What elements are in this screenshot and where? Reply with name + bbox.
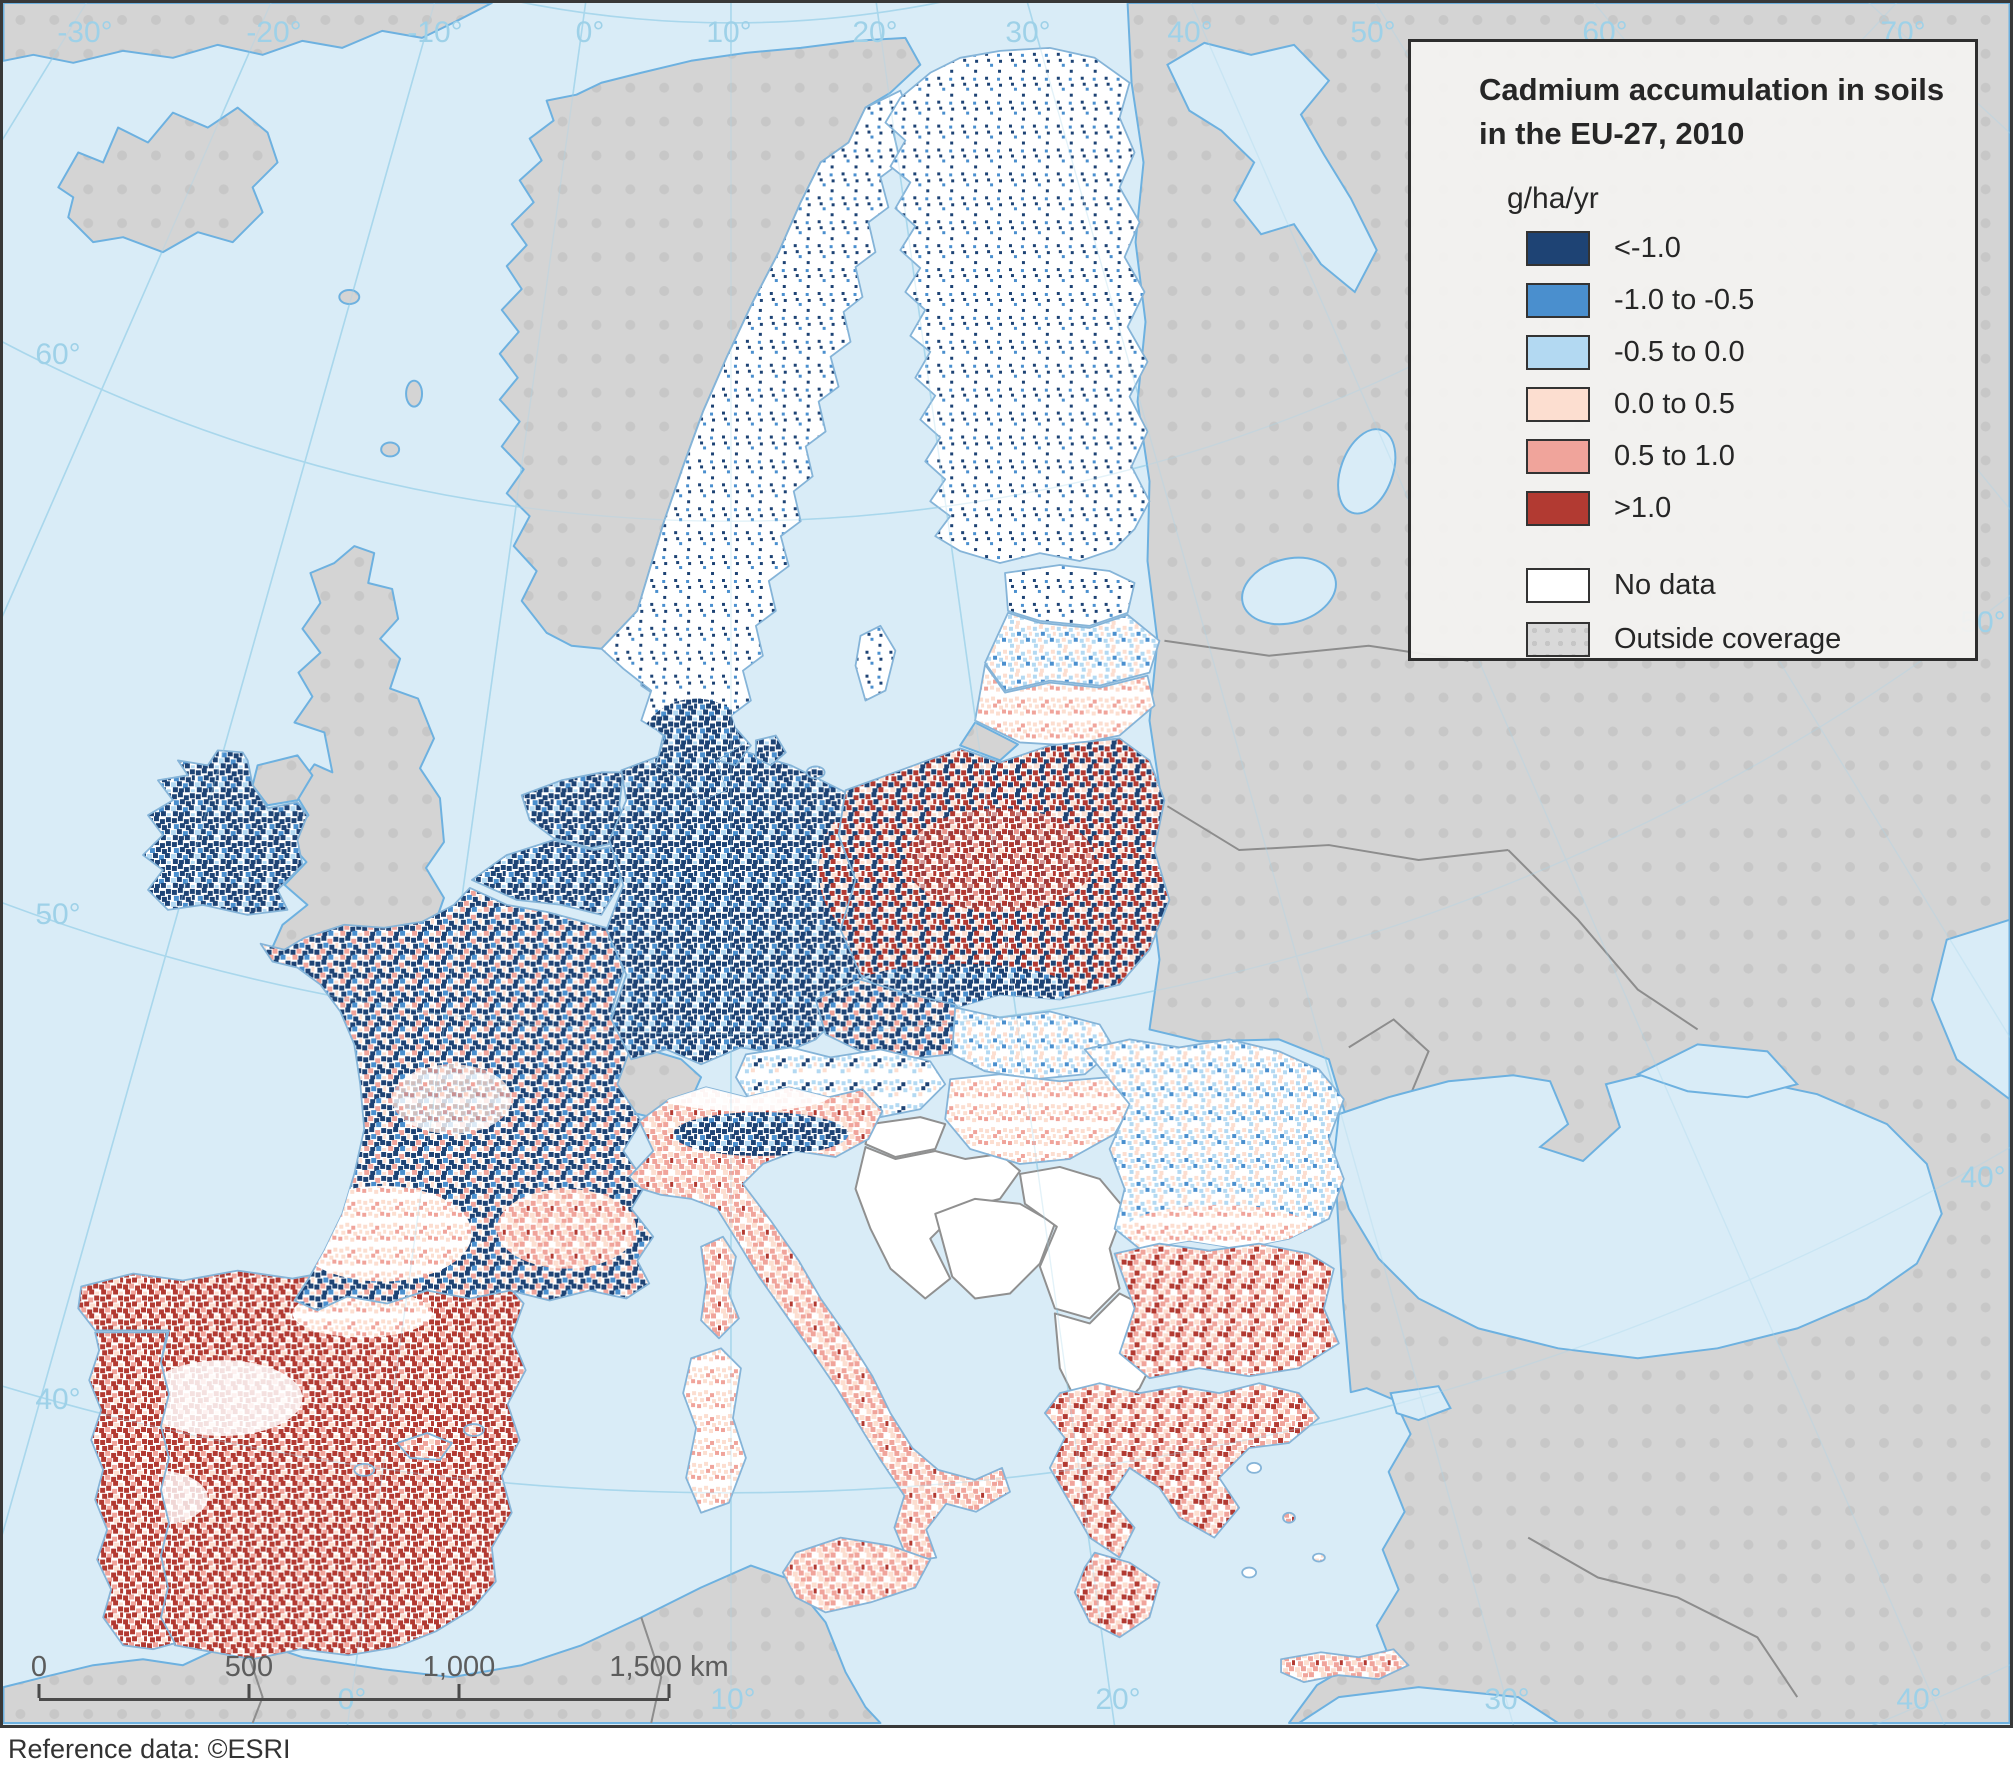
finland [884, 46, 1151, 564]
scale-tick-1500 [667, 1684, 671, 1698]
legend-class-5-swatch [1526, 490, 1590, 526]
bornholm [805, 765, 826, 780]
legend-title: Cadmium accumulation in soils in the EU-… [1479, 68, 1944, 156]
legend-class-3: 0.0 to 0.5 [1526, 378, 1841, 430]
legend-title-line1: Cadmium accumulation in soils [1479, 72, 1945, 107]
lake-onega [1337, 428, 1397, 515]
antalya-gulf [1295, 1686, 1562, 1725]
lake-ladoga [1241, 556, 1337, 626]
serbia [1018, 1165, 1126, 1320]
marmara [1389, 1385, 1452, 1422]
latvia [984, 611, 1161, 692]
greece [1043, 1382, 1320, 1559]
black-sea [1332, 1070, 1943, 1360]
legend-class-1-label: -1.0 to -0.5 [1614, 283, 1755, 316]
no-data-region [854, 1116, 1161, 1420]
lithuania [974, 663, 1156, 747]
greenland [3, 3, 493, 64]
legend-class-4: 0.5 to 1.0 [1526, 430, 1841, 482]
sicily [781, 1536, 932, 1614]
corsica [700, 1235, 740, 1340]
legend-entries: <-1.0 -1.0 to -0.5 -0.5 to 0.0 0.0 to 0.5 0.… [1526, 222, 1841, 665]
scale-tick-0 [37, 1684, 41, 1698]
kaliningrad [959, 721, 1019, 762]
scale-label-1000: 1,000 [422, 1651, 496, 1683]
mallorca [396, 1432, 453, 1461]
ireland [142, 749, 309, 916]
crete [1280, 1648, 1410, 1684]
legend-outside-coverage-label: Outside coverage [1614, 622, 1842, 655]
portugal [88, 1331, 176, 1651]
legend-class-0-label: <-1.0 [1614, 231, 1681, 264]
bosnia [934, 1197, 1056, 1300]
orkney [380, 441, 401, 458]
legend-outside-coverage-swatch [1526, 621, 1590, 657]
legend-class-3-swatch [1526, 386, 1590, 422]
scale-label-1500: 1,500 km [609, 1651, 729, 1683]
legend-class-4-swatch [1526, 438, 1590, 474]
legend-no-data: No data [1526, 558, 1841, 613]
north-africa [3, 1564, 882, 1725]
water-bodies [979, 41, 2010, 1725]
aegean-isle-2 [1282, 1511, 1296, 1524]
legend-class-5-label: >1.0 [1614, 491, 1672, 524]
scale-bar-line [39, 1698, 669, 1701]
legend-class-0-swatch [1526, 230, 1590, 266]
legend-box: Cadmium accumulation in soils in the EU-… [1408, 39, 1978, 661]
legend-unit: g/ha/yr [1507, 182, 1599, 215]
peloponnese [1073, 1551, 1161, 1639]
iceland [57, 106, 279, 254]
legend-class-4-label: 0.5 to 1.0 [1614, 439, 1735, 472]
attribution: Reference data: ©ESRI [8, 1734, 291, 1764]
sardinia [682, 1347, 747, 1514]
aegean-isle-3 [1241, 1566, 1258, 1579]
sea-of-azov [1635, 1043, 1800, 1099]
aegean-isle-1 [1246, 1462, 1263, 1474]
hungary [944, 1073, 1136, 1165]
aegean-isle-4 [1312, 1552, 1326, 1563]
scale-tick-500 [247, 1684, 251, 1698]
estonia [1004, 564, 1136, 627]
legend-class-3-label: 0.0 to 0.5 [1614, 387, 1735, 420]
gotland [854, 624, 897, 702]
white-sea [1166, 41, 1378, 294]
menorca [462, 1423, 485, 1437]
legend-class-1: -1.0 to -0.5 [1526, 274, 1841, 326]
legend-class-2: -0.5 to 0.0 [1526, 326, 1841, 378]
legend-class-2-label: -0.5 to 0.0 [1614, 335, 1745, 368]
legend-outside-coverage: Outside coverage [1526, 613, 1841, 665]
legend-class-1-swatch [1526, 282, 1590, 318]
legend-title-line2: in the EU-27, 2010 [1479, 116, 1745, 151]
ibiza [353, 1463, 376, 1477]
map-frame: -30° -20° -10° 0° 10° 20° 30° 40° 50° 60° 70° 0° 10°… [0, 0, 2013, 1728]
legend-class-2-swatch [1526, 334, 1590, 370]
eu-data-countries [77, 46, 1410, 1684]
legend-class-5: >1.0 [1526, 482, 1841, 534]
legend-class-0: <-1.0 [1526, 222, 1841, 274]
legend-no-data-label: No data [1614, 569, 1716, 601]
faroe [338, 289, 361, 305]
slovenia [864, 1116, 947, 1158]
scale-label-0: 0 [30, 1651, 48, 1683]
scale-bar: 0 500 1,000 1,500 km [31, 1651, 729, 1701]
bulgaria [1113, 1242, 1340, 1380]
caspian-edge [1930, 918, 2010, 1101]
scale-label-500: 500 [224, 1651, 274, 1683]
legend-no-data-swatch [1526, 568, 1590, 603]
shetland [405, 379, 424, 408]
scale-tick-1000 [457, 1684, 461, 1698]
